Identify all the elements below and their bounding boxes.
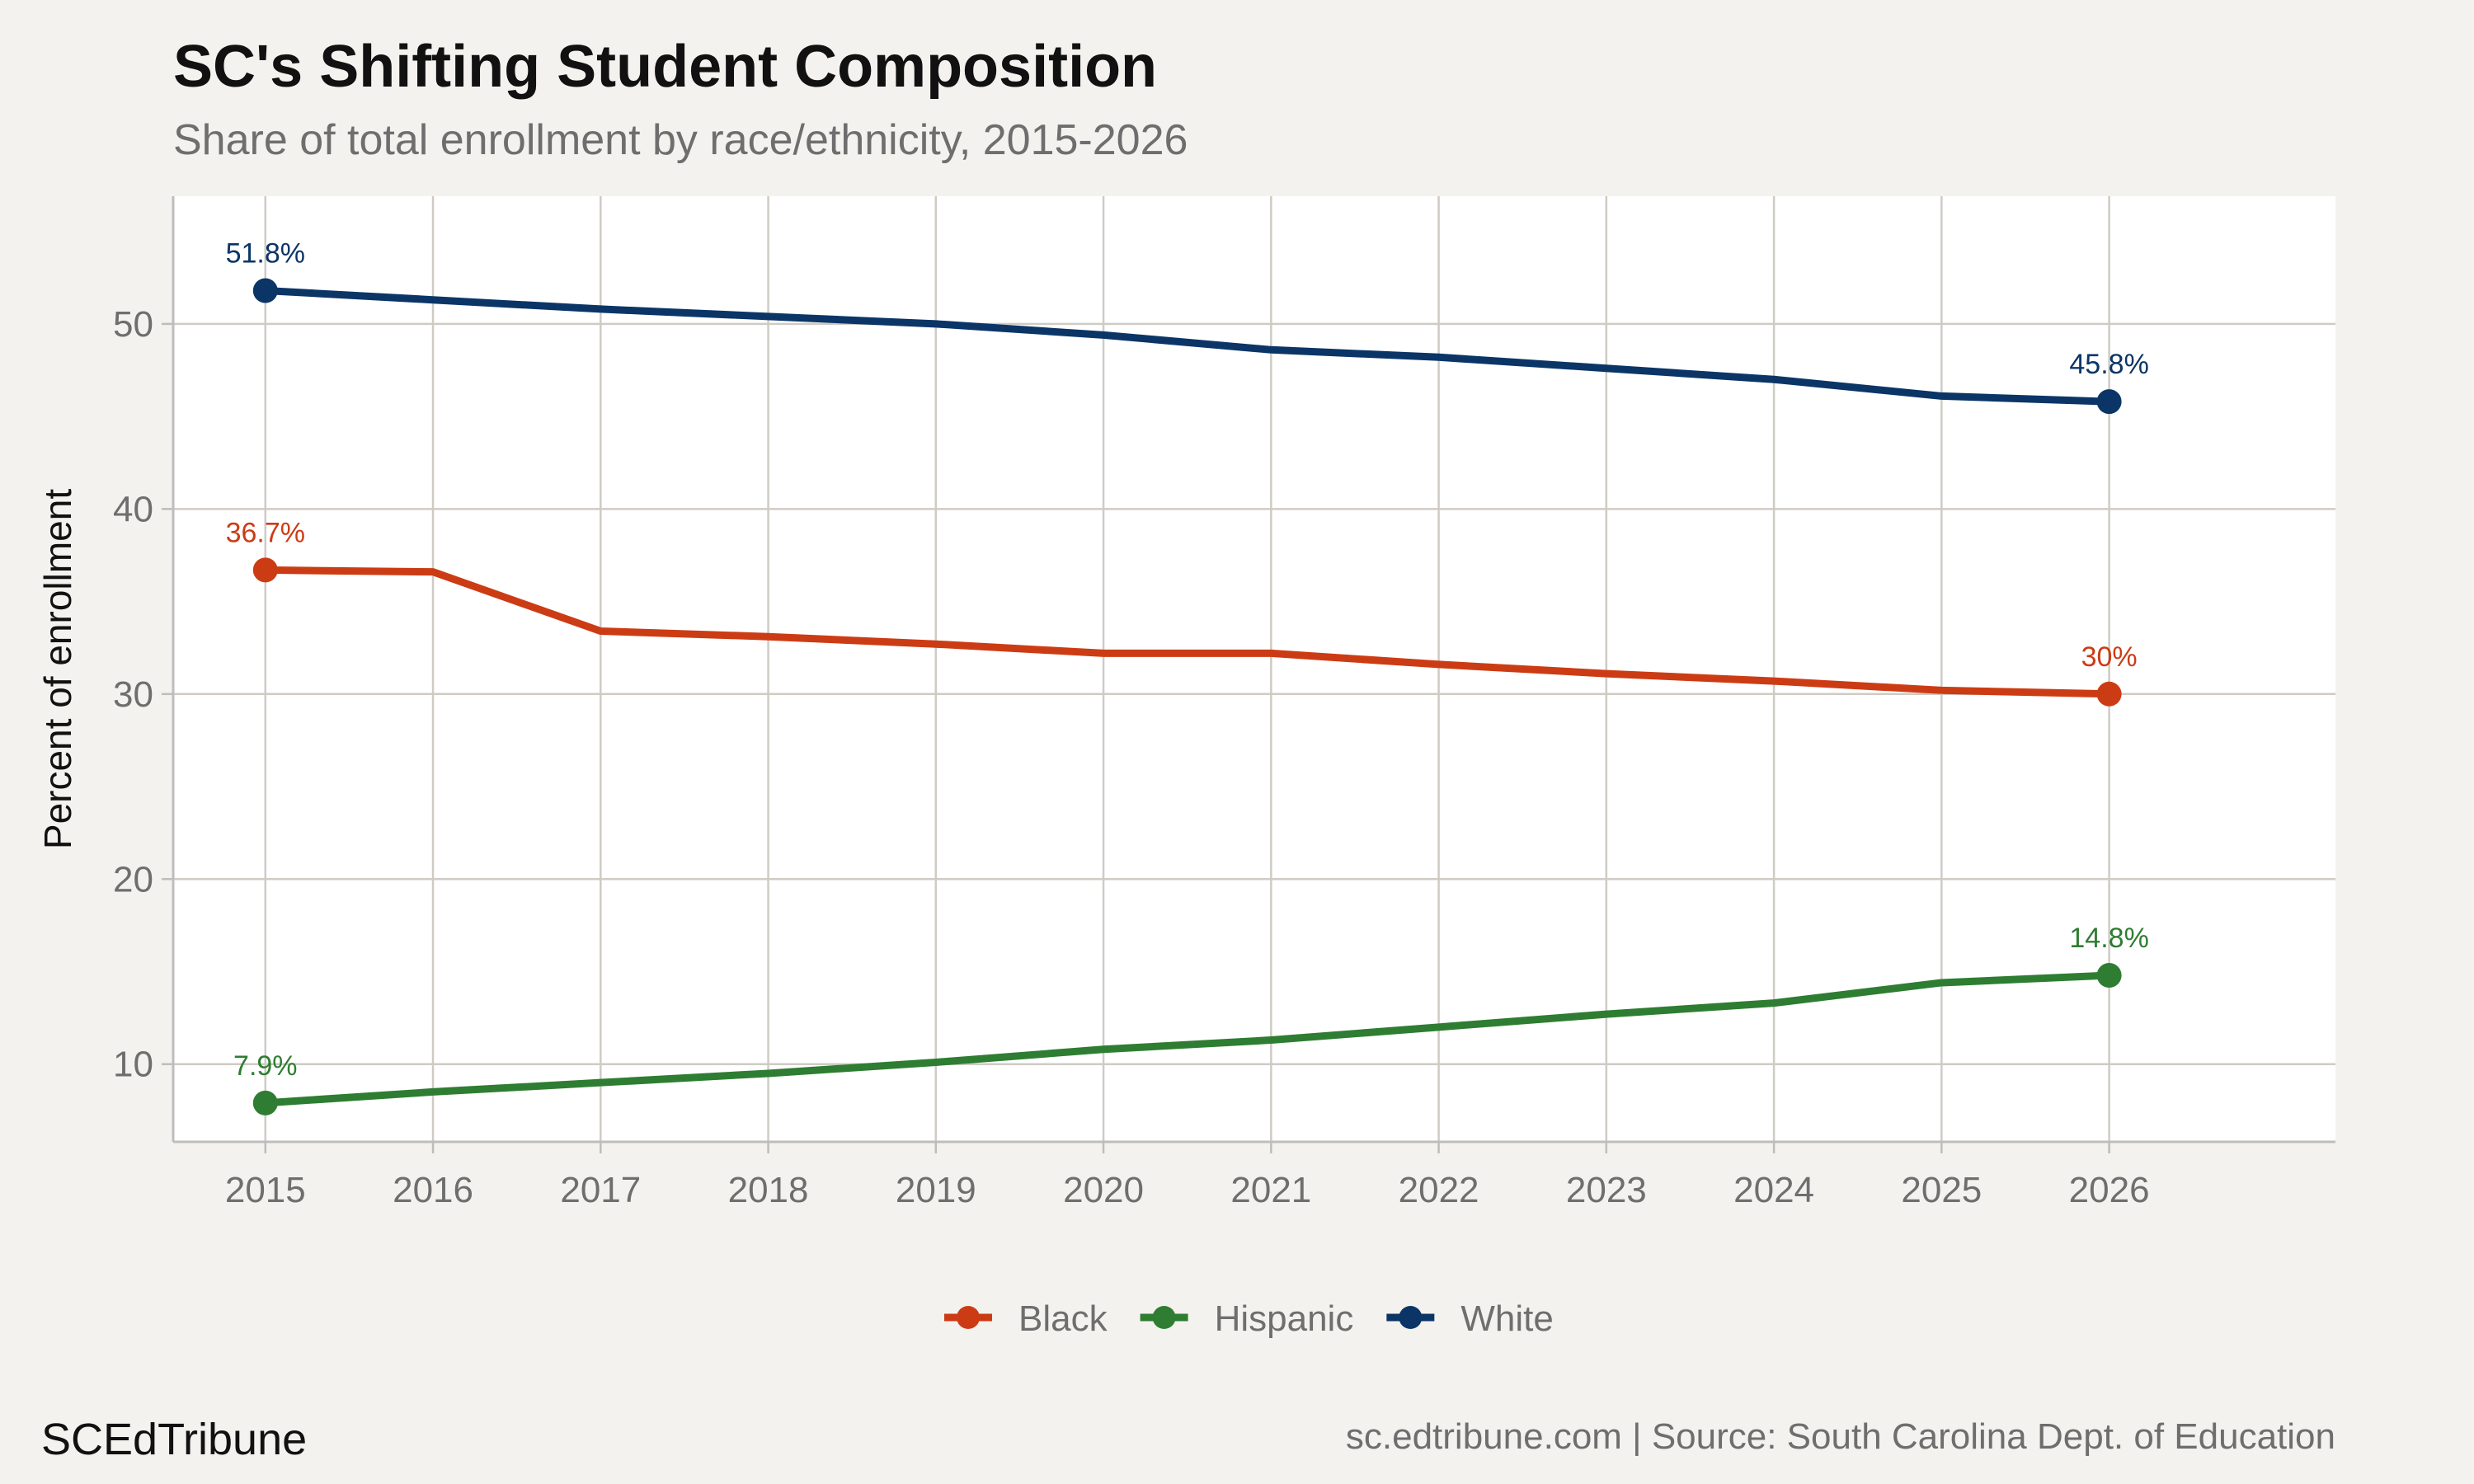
y-tick-label-40: 40 xyxy=(113,489,153,529)
series-hispanic: 7.9% 14.8% xyxy=(233,923,2149,1115)
y-axis-label: Percent of enrollment xyxy=(36,489,79,849)
y-tick-label-30: 30 xyxy=(113,674,153,715)
endpoint-black-2026 xyxy=(2096,681,2122,707)
data-label-hispanic-2015: 7.9% xyxy=(233,1050,298,1082)
legend-label-white: White xyxy=(1460,1298,1553,1339)
series-line-black xyxy=(261,566,2114,698)
brand-credit: SCEdTribune xyxy=(41,1415,308,1464)
legend-swatch-point-white xyxy=(1399,1306,1423,1329)
x-tick-label-2020: 2020 xyxy=(1063,1170,1144,1210)
plot-panel xyxy=(173,196,2335,1142)
x-tick-label-2024: 2024 xyxy=(1733,1170,1814,1210)
legend-swatch-point-hispanic xyxy=(1152,1306,1176,1329)
series-line-hispanic xyxy=(261,971,2114,1107)
data-label-black-2015: 36.7% xyxy=(226,517,305,548)
legend-swatch-point-black xyxy=(957,1306,980,1329)
y-tick-label-20: 20 xyxy=(113,859,153,899)
x-tick-label-2026: 2026 xyxy=(2069,1170,2150,1210)
series-line-white xyxy=(261,286,2114,406)
x-tick-label-2018: 2018 xyxy=(728,1170,809,1210)
chart-title: SC's Shifting Student Composition xyxy=(173,34,1158,100)
series-layer: 36.7% 30% 7.9% 14.8% 51.8% 45.8% xyxy=(226,237,2149,1115)
legend: Black Hispanic White xyxy=(944,1298,1554,1339)
source-note: sc.edtribune.com | Source: South Carolin… xyxy=(1345,1416,2335,1457)
x-tick-label-2022: 2022 xyxy=(1399,1170,1479,1210)
y-axis-ticks: 10 20 30 40 50 xyxy=(113,304,173,1085)
x-tick-label-2021: 2021 xyxy=(1230,1170,1311,1210)
data-label-white-2026: 45.8% xyxy=(2069,349,2148,380)
y-tick-label-10: 10 xyxy=(113,1045,153,1085)
chart-subtitle: Share of total enrollment by race/ethnic… xyxy=(173,116,1188,164)
x-tick-label-2025: 2025 xyxy=(1901,1170,1982,1210)
series-black: 36.7% 30% xyxy=(226,517,2138,707)
x-tick-label-2017: 2017 xyxy=(560,1170,641,1210)
endpoint-hispanic-2015 xyxy=(252,1090,278,1115)
legend-label-black: Black xyxy=(1018,1298,1108,1339)
x-tick-label-2019: 2019 xyxy=(896,1170,976,1210)
data-label-white-2015: 51.8% xyxy=(226,237,305,269)
x-tick-label-2023: 2023 xyxy=(1566,1170,1647,1210)
data-label-hispanic-2026: 14.8% xyxy=(2069,923,2148,954)
x-tick-label-2015: 2015 xyxy=(225,1170,306,1210)
series-white: 51.8% 45.8% xyxy=(226,237,2149,415)
endpoint-black-2015 xyxy=(252,557,278,583)
x-axis-ticks: 2015 2016 2017 2018 2019 2020 2021 2022 2023 2024… xyxy=(225,1142,2150,1210)
data-label-black-2026: 30% xyxy=(2081,641,2138,673)
x-tick-label-2016: 2016 xyxy=(393,1170,473,1210)
legend-item-black: Black xyxy=(944,1298,1108,1339)
legend-item-hispanic: Hispanic xyxy=(1140,1298,1354,1339)
legend-item-white: White xyxy=(1386,1298,1554,1339)
y-tick-label-50: 50 xyxy=(113,304,153,345)
endpoint-hispanic-2026 xyxy=(2096,962,2122,988)
endpoint-white-2026 xyxy=(2096,389,2122,415)
legend-label-hispanic: Hispanic xyxy=(1215,1298,1354,1339)
endpoint-white-2015 xyxy=(252,278,278,303)
